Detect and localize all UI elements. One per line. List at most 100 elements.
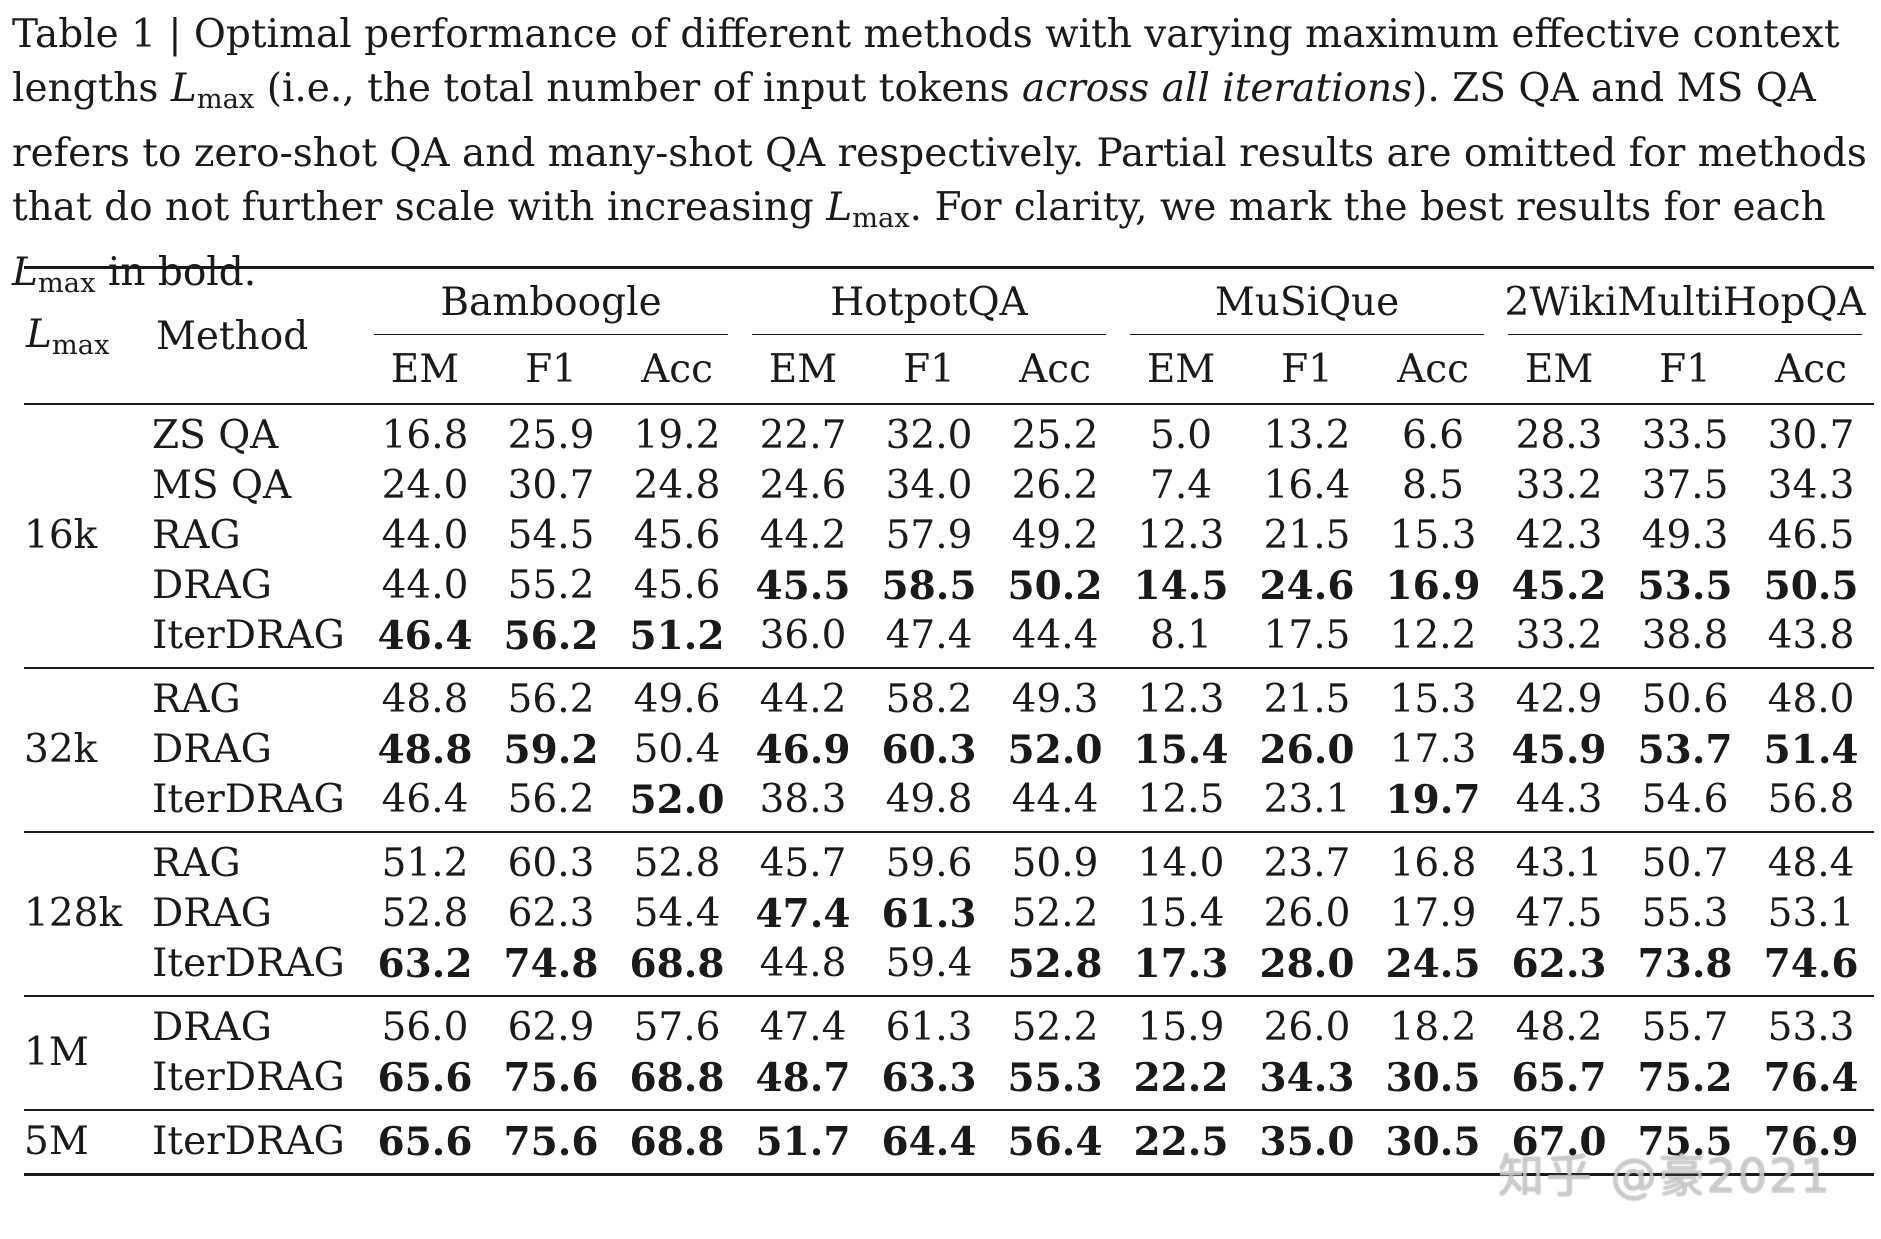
value-cell: 19.7: [1385, 777, 1481, 823]
lmax-cell: 1M: [24, 995, 152, 1110]
metric-header: Acc: [1775, 346, 1847, 392]
value-cell: 14.0: [1118, 831, 1245, 889]
value-cell: 26.2: [1011, 463, 1099, 508]
method-cell: ZS QA: [152, 403, 362, 461]
value-cell: 26.0: [1259, 727, 1355, 773]
value-cell: 74.8: [503, 941, 599, 987]
value-cell: 17.3: [1389, 727, 1477, 772]
value-cell: 38.3: [759, 777, 847, 822]
value-cell: 7.4: [1150, 463, 1213, 508]
value-cell: 47.4: [755, 891, 851, 937]
lmax-header: Lmax: [24, 266, 152, 404]
value-cell: 59.4: [885, 941, 973, 986]
value-cell: 21.5: [1263, 513, 1351, 558]
value-cell: 51.2: [629, 613, 725, 659]
value-cell: 56.2: [503, 613, 599, 659]
value-cell: 60.3: [488, 831, 614, 889]
value-cell: 48.8: [377, 727, 473, 773]
value-cell: 47.5: [1515, 891, 1603, 936]
value-cell: 24.6: [759, 463, 847, 508]
value-cell: 68.8: [629, 1055, 725, 1101]
value-cell: 75.6: [503, 1055, 599, 1101]
value-cell: 17.5: [1263, 613, 1351, 658]
value-cell: 47.4: [885, 613, 973, 658]
method-cell: MS QA: [152, 463, 292, 508]
value-cell: 15.4: [1133, 727, 1229, 773]
value-cell: 56.8: [1767, 777, 1855, 822]
value-cell: 22.5: [1118, 1109, 1245, 1176]
value-cell: 46.9: [755, 727, 851, 773]
value-cell: 24.5: [1385, 941, 1481, 987]
value-cell: 52.8: [1007, 941, 1103, 987]
value-cell: 34.0: [885, 463, 973, 508]
value-cell: 24.8: [633, 463, 721, 508]
value-cell: 49.6: [614, 667, 740, 725]
lmax-cell: 128k: [24, 831, 152, 996]
table-row: 1M DRAG 56.0 62.9 57.6 47.4 61.3 52.2 15.9 26.0 18…: [24, 995, 1875, 1110]
value-cell: 46.4: [377, 613, 473, 659]
value-cell: 48.2: [1496, 995, 1623, 1053]
value-cell: 49.8: [885, 777, 973, 822]
value-cell: 24.0: [381, 463, 469, 508]
value-cell: 17.3: [1133, 941, 1229, 987]
method-cell: DRAG: [152, 727, 272, 772]
table-row: IterDRAG 65.6 75.6 68.8 48.7 63.3 55.3 22.2 34.3…: [24, 1053, 1874, 1110]
method-cell: RAG: [152, 667, 362, 725]
value-cell: 45.7: [740, 831, 866, 889]
value-cell: 49.2: [1011, 513, 1099, 558]
value-cell: 48.8: [362, 667, 488, 725]
value-cell: 22.7: [740, 403, 866, 461]
value-cell: 14.5: [1133, 563, 1229, 609]
value-cell: 73.8: [1637, 941, 1733, 987]
value-cell: 51.4: [1763, 727, 1859, 773]
value-cell: 63.2: [377, 941, 473, 987]
caption-text-2: (i.e., the total number of input tokens: [254, 66, 1023, 111]
value-cell: 76.9: [1748, 1109, 1875, 1176]
value-cell: 32.0: [866, 403, 992, 461]
table-row: DRAG 44.0 55.2 45.6 45.5 58.5 50.2 14.5 24.6 16.9…: [24, 561, 1874, 611]
value-cell: 54.5: [507, 513, 595, 558]
value-cell: 50.2: [1007, 563, 1103, 609]
value-cell: 34.3: [1767, 463, 1855, 508]
value-cell: 63.3: [881, 1055, 977, 1101]
value-cell: 5.0: [1118, 403, 1245, 461]
table-row: 5M IterDRAG 65.6 75.6 68.8 51.7 64.4 56.4 22.5 35…: [24, 1109, 1875, 1176]
value-cell: 58.5: [881, 563, 977, 609]
method-cell: RAG: [152, 831, 362, 889]
value-cell: 45.6: [633, 563, 721, 608]
value-cell: 52.0: [1007, 727, 1103, 773]
value-cell: 49.3: [1641, 513, 1729, 558]
dataset-header-bamboogle: Bamboogle: [362, 266, 740, 335]
method-cell: DRAG: [152, 995, 362, 1053]
value-cell: 65.6: [362, 1109, 488, 1176]
table-caption: Table 1 | Optimal performance of differe…: [12, 8, 1874, 310]
method-cell: DRAG: [152, 891, 272, 936]
value-cell: 35.0: [1244, 1109, 1371, 1176]
value-cell: 19.2: [614, 403, 740, 461]
value-cell: 58.2: [866, 667, 992, 725]
method-cell: IterDRAG: [152, 777, 345, 822]
value-cell: 68.8: [614, 1109, 740, 1176]
value-cell: 25.2: [992, 403, 1119, 461]
table-row: DRAG 52.8 62.3 54.4 47.4 61.3 52.2 15.4 26.0 17.9…: [24, 889, 1874, 939]
value-cell: 61.3: [866, 995, 992, 1053]
dataset-header-hotpotqa: HotpotQA: [740, 266, 1119, 335]
value-cell: 44.0: [381, 513, 469, 558]
table-row: MS QA 24.0 30.7 24.8 24.6 34.0 26.2 7.4 16.4 8.5 3…: [24, 461, 1874, 511]
table-row: 16k ZS QA 16.8 25.9 19.2 22.7 32.0 25.2 5.0 13.2 6…: [24, 403, 1875, 668]
metric-header: F1: [903, 346, 955, 392]
caption-text-3: ). ZS QA and MS QA refers to zero-shot Q…: [12, 66, 1867, 230]
value-cell: 24.6: [1259, 563, 1355, 609]
value-cell: 28.0: [1259, 941, 1355, 987]
value-cell: 62.3: [507, 891, 595, 936]
value-cell: 52.2: [1011, 891, 1099, 936]
value-cell: 47.4: [740, 995, 866, 1053]
method-header: Method: [152, 266, 362, 404]
value-cell: 30.7: [1748, 403, 1875, 461]
metric-header: Acc: [641, 346, 713, 392]
value-cell: 60.3: [881, 727, 977, 773]
value-cell: 12.5: [1137, 777, 1225, 822]
value-cell: 50.5: [1763, 563, 1859, 609]
value-cell: 22.2: [1133, 1055, 1229, 1101]
value-cell: 23.1: [1263, 777, 1351, 822]
